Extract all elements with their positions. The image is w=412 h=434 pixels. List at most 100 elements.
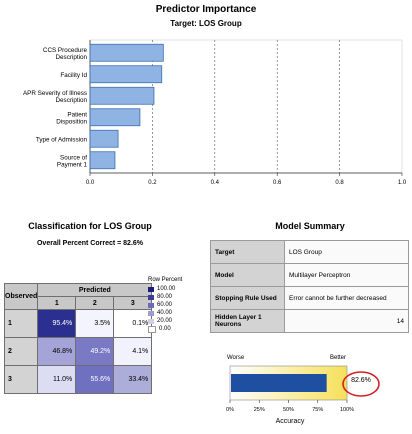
predictor-importance-subtitle: Target: LOS Group	[170, 19, 242, 28]
model-summary-title: Model Summary	[275, 221, 345, 231]
model-summary-table: Target LOS Group Model Multilayer Percep…	[210, 240, 409, 333]
predictor-importance-title: Predictor Importance	[155, 4, 257, 15]
predictor-label-line: Payment 1	[57, 161, 88, 168]
importance-bar	[89, 151, 116, 170]
predictor-label-line: Source of	[60, 154, 87, 161]
summary-label: Stopping Rule Used	[210, 286, 285, 310]
matrix-cell: 49.2%	[75, 337, 115, 366]
importance-bar	[89, 129, 119, 148]
x-tick-label: 0.6	[273, 180, 282, 186]
table-row: Hidden Layer 1 Neurons 14	[210, 309, 409, 333]
legend-label: 40.00	[157, 310, 173, 316]
observed-row-header: 1	[3, 309, 39, 338]
matrix-cell: 33.4%	[113, 365, 153, 394]
legend-swatch	[148, 286, 154, 292]
predictor-label-line: Description	[56, 54, 88, 61]
legend-item: 20.00	[148, 317, 182, 325]
summary-value: 14	[284, 309, 409, 333]
table-row: 3 11.0% 55.6% 33.4%	[3, 365, 153, 394]
importance-bar	[89, 86, 155, 105]
legend-item: 80.00	[148, 293, 182, 301]
observed-row-header: 3	[3, 365, 39, 394]
legend-swatch	[148, 310, 154, 316]
legend-swatch	[148, 302, 154, 308]
predicted-header: Predicted	[37, 283, 153, 297]
predictor-label-line: Patient	[67, 111, 87, 118]
matrix-cell: 95.4%	[37, 309, 77, 338]
summary-label: Target	[210, 240, 285, 264]
observed-header: Observed	[3, 283, 39, 310]
matrix-cell: 11.0%	[37, 365, 77, 394]
legend-label: 0.00	[159, 326, 171, 332]
predictor-label: APR Severity of Illness Description	[23, 90, 88, 104]
predicted-col-header: 3	[113, 296, 153, 310]
legend-label: 60.00	[157, 302, 173, 308]
table-row: Model Multilayer Perceptron	[210, 263, 409, 287]
predictor-label: Type of Admission	[36, 136, 88, 143]
summary-label: Hidden Layer 1 Neurons	[210, 309, 285, 333]
predictor-label: CCS Procedure Description	[43, 47, 88, 61]
importance-bar	[89, 108, 141, 127]
predictor-label-line: Description	[56, 97, 88, 104]
predictor-label: Source of Payment 1	[57, 154, 88, 168]
observed-row-header: 2	[3, 337, 39, 366]
summary-value: Multilayer Perceptron	[284, 263, 409, 287]
accuracy-tick-label: 25%	[254, 407, 265, 413]
x-tick-label: 0.4	[211, 180, 220, 186]
legend-label: 100.00	[157, 286, 176, 292]
predicted-col-header: 2	[75, 296, 115, 310]
accuracy-tick-label: 50%	[283, 407, 294, 413]
matrix-cell: 3.5%	[75, 309, 115, 338]
highlight-circle	[342, 371, 380, 397]
matrix-cell: 4.1%	[113, 337, 153, 366]
legend-item: 60.00	[148, 301, 182, 309]
matrix-cell: 55.6%	[75, 365, 115, 394]
legend-item: 40.00	[148, 309, 182, 317]
predictor-label: Facility Id	[60, 72, 87, 79]
x-tick-label: 0.2	[148, 180, 157, 186]
legend-swatch	[148, 318, 154, 324]
legend-item: 0.00	[148, 325, 182, 333]
predictor-label-line: CCS Procedure	[43, 47, 88, 54]
classification-table: Observed Predicted 1 2 3 1 95.4% 3.5% 0.…	[3, 283, 153, 394]
x-tick-label: 0.8	[335, 180, 344, 186]
predictor-label-line: Disposition	[56, 118, 87, 125]
summary-value: Error cannot be further decreased	[284, 286, 409, 310]
predictor-label: Patient Disposition	[56, 111, 87, 125]
legend-label: 20.00	[157, 318, 173, 324]
accuracy-better-label: Better	[330, 355, 347, 361]
legend-label: 80.00	[157, 294, 173, 300]
accuracy-bar	[231, 374, 327, 392]
predicted-col-header: 1	[37, 296, 77, 310]
accuracy-gauge: 0% 25% 50% 75% 100%	[226, 365, 380, 413]
row-percent-legend: Row Percent 100.00 80.00 60.00 40.00 20.…	[148, 277, 182, 333]
accuracy-axis-label: Accuracy	[275, 418, 305, 425]
plot-area	[89, 39, 403, 174]
importance-bar	[89, 65, 163, 84]
table-row: 1 95.4% 3.5% 0.1%	[3, 309, 153, 338]
accuracy-value: 82.6%	[351, 377, 371, 384]
legend-swatch	[148, 325, 156, 333]
accuracy-worse-label: Worse	[227, 355, 245, 361]
legend-title: Row Percent	[148, 277, 183, 283]
accuracy-tick-label: 100%	[340, 407, 354, 413]
importance-bar	[89, 43, 164, 62]
classification-title: Classification for LOS Group	[28, 221, 152, 231]
table-row: 2 46.8% 49.2% 4.1%	[3, 337, 153, 366]
legend-swatch	[148, 294, 154, 300]
legend-item: 100.00	[148, 285, 182, 293]
accuracy-tick-label: 0%	[226, 407, 234, 413]
summary-value: LOS Group	[284, 240, 409, 264]
predictor-label-line: Facility Id	[60, 72, 87, 79]
matrix-cell: 46.8%	[37, 337, 77, 366]
matrix-cell: 0.1%	[113, 309, 153, 338]
table-row: Target LOS Group	[210, 240, 409, 264]
x-tick-label: 1.0	[398, 180, 407, 186]
x-tick-label: 0.0	[86, 180, 95, 186]
classification-subtitle: Overall Percent Correct = 82.6%	[36, 240, 144, 247]
table-row: Stopping Rule Used Error cannot be furth…	[210, 286, 409, 310]
summary-label: Model	[210, 263, 285, 287]
predictor-label-line: APR Severity of Illness	[23, 90, 87, 97]
predictor-label-line: Type of Admission	[36, 136, 88, 143]
